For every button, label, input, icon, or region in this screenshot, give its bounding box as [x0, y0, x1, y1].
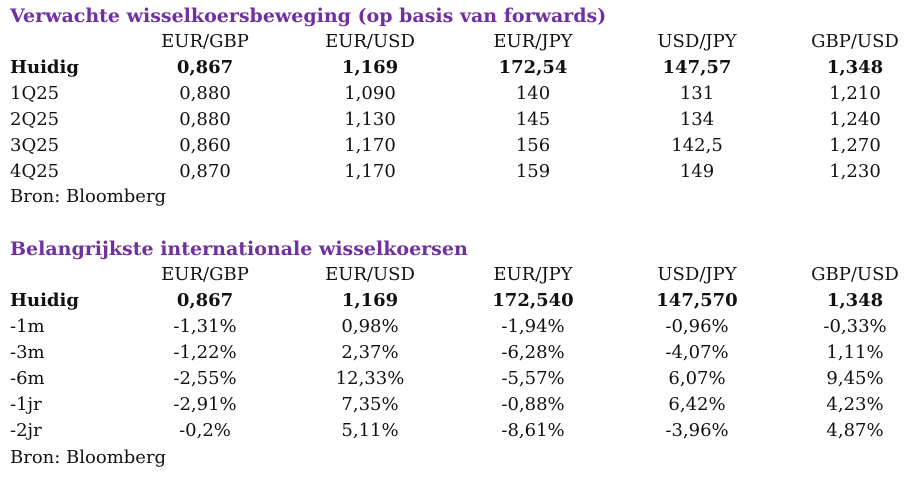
table-cell: 1,169: [341, 57, 399, 78]
table-cell: 140: [515, 83, 551, 104]
forecast-row: 2Q25 0,880 1,130 145 134 1,240: [0, 107, 917, 133]
forecast-row: 3Q25 0,860 1,170 156 142,5 1,270: [0, 133, 917, 159]
rates-row-current: Huidig 0,867 1,169 172,540 147,570 1,348: [0, 288, 917, 314]
table-cell: 134: [679, 109, 715, 130]
table-cell: -0,88%: [501, 394, 565, 415]
table-cell: -0,96%: [665, 316, 729, 337]
row-label: -2jr: [10, 420, 42, 441]
table-cell: 0,867: [176, 57, 234, 78]
table-cell: -5,57%: [501, 368, 565, 389]
table-cell: 6,42%: [668, 394, 726, 415]
forecast-column-header: EUR/USD: [325, 31, 415, 52]
table-cell: 1,090: [344, 83, 396, 104]
table-cell: 5,11%: [341, 420, 399, 441]
table-cell: 172,54: [498, 57, 568, 78]
table-cell: 1,348: [826, 290, 884, 311]
table-cell: 172,540: [492, 290, 574, 311]
forecast-column-header: EUR/GBP: [161, 31, 249, 52]
table-cell: -3,96%: [665, 420, 729, 441]
table-cell: 0,880: [179, 83, 231, 104]
row-label: 3Q25: [10, 135, 60, 156]
table-cell: -6,28%: [501, 342, 565, 363]
rates-table: EUR/GBP EUR/USD EUR/JPY USD/JPY GBP/USD …: [0, 262, 917, 444]
table-cell: 12,33%: [335, 368, 405, 389]
forecast-row-current: Huidig 0,867 1,169 172,54 147,57 1,348: [0, 55, 917, 81]
table-cell: -1,31%: [173, 316, 237, 337]
table-cell: 1,130: [344, 109, 396, 130]
table-cell: 1,230: [829, 161, 881, 182]
table-cell: 1,240: [829, 109, 881, 130]
table-cell: -1,22%: [173, 342, 237, 363]
forecast-table: EUR/GBP EUR/USD EUR/JPY USD/JPY GBP/USD …: [0, 29, 917, 185]
table-cell: 1,169: [341, 290, 399, 311]
table-cell: 156: [515, 135, 551, 156]
rates-column-header: EUR/GBP: [161, 264, 249, 285]
rates-row: -1jr -2,91% 7,35% -0,88% 6,42% 4,23%: [0, 392, 917, 418]
table-cell: 149: [679, 161, 715, 182]
table-cell: 1,170: [344, 135, 396, 156]
table-cell: 145: [515, 109, 551, 130]
table-cell: 159: [515, 161, 551, 182]
table-cell: 1,11%: [826, 342, 884, 363]
rates-row: -2jr -0,2% 5,11% -8,61% -3,96% 4,87%: [0, 418, 917, 444]
table-cell: 1,170: [344, 161, 396, 182]
rates-row: -1m -1,31% 0,98% -1,94% -0,96% -0,33%: [0, 314, 917, 340]
rates-column-header: GBP/USD: [811, 264, 899, 285]
row-label: 4Q25: [10, 161, 60, 182]
table-cell: 9,45%: [826, 368, 884, 389]
forecast-row: 4Q25 0,870 1,170 159 149 1,230: [0, 159, 917, 185]
table-cell: 0,870: [179, 161, 231, 182]
rates-source: Bron: Bloomberg: [10, 447, 167, 468]
row-label: 2Q25: [10, 109, 60, 130]
rates-column-header: USD/JPY: [657, 264, 737, 285]
table-cell: -1,94%: [501, 316, 565, 337]
forecast-column-header: GBP/USD: [811, 31, 899, 52]
row-label: -1jr: [10, 394, 42, 415]
table-cell: 7,35%: [341, 394, 399, 415]
table-cell: 147,570: [656, 290, 738, 311]
table-cell: 0,98%: [341, 316, 399, 337]
row-label: -1m: [10, 316, 45, 337]
table-cell: 0,860: [179, 135, 231, 156]
rates-column-header: EUR/JPY: [493, 264, 573, 285]
row-label: Huidig: [10, 290, 79, 311]
forecast-source: Bron: Bloomberg: [10, 186, 167, 207]
forecast-title: Verwachte wisselkoersbeweging (op basis …: [10, 5, 607, 27]
table-cell: 142,5: [671, 135, 723, 156]
table-cell: 4,87%: [826, 420, 884, 441]
table-cell: 131: [679, 83, 715, 104]
table-cell: 147,57: [662, 57, 732, 78]
table-cell: 2,37%: [341, 342, 399, 363]
rates-row: -6m -2,55% 12,33% -5,57% 6,07% 9,45%: [0, 366, 917, 392]
table-cell: 6,07%: [668, 368, 726, 389]
forecast-column-header: USD/JPY: [657, 31, 737, 52]
rates-title: Belangrijkste internationale wisselkoers…: [10, 238, 468, 260]
rates-row: -3m -1,22% 2,37% -6,28% -4,07% 1,11%: [0, 340, 917, 366]
row-label: 1Q25: [10, 83, 60, 104]
table-cell: -4,07%: [665, 342, 729, 363]
table-cell: -2,91%: [173, 394, 237, 415]
table-cell: -2,55%: [173, 368, 237, 389]
row-label: -6m: [10, 368, 45, 389]
table-cell: 0,867: [176, 290, 234, 311]
table-cell: 1,348: [826, 57, 884, 78]
table-cell: 1,210: [829, 83, 881, 104]
rates-header-row: EUR/GBP EUR/USD EUR/JPY USD/JPY GBP/USD: [0, 262, 917, 288]
table-cell: -0,33%: [823, 316, 887, 337]
forecast-column-header: EUR/JPY: [493, 31, 573, 52]
forecast-header-row: EUR/GBP EUR/USD EUR/JPY USD/JPY GBP/USD: [0, 29, 917, 55]
forecast-row: 1Q25 0,880 1,090 140 131 1,210: [0, 81, 917, 107]
row-label: Huidig: [10, 57, 79, 78]
rates-column-header: EUR/USD: [325, 264, 415, 285]
table-cell: 4,23%: [826, 394, 884, 415]
table-cell: 1,270: [829, 135, 881, 156]
row-label: -3m: [10, 342, 45, 363]
table-cell: -0,2%: [179, 420, 231, 441]
table-cell: -8,61%: [501, 420, 565, 441]
table-cell: 0,880: [179, 109, 231, 130]
